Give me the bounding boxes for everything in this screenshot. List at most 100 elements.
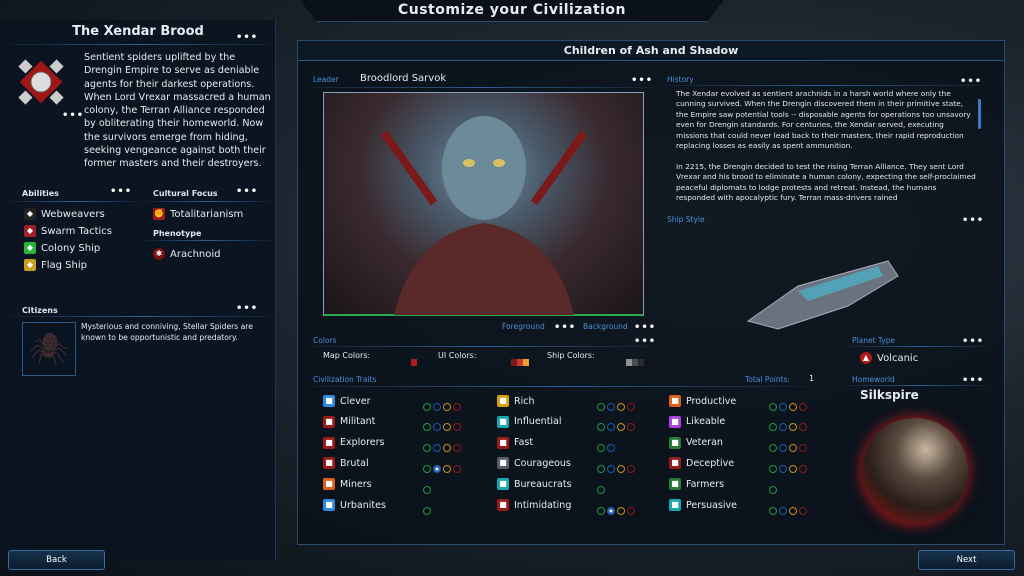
leader-more-button[interactable]: ••• (631, 75, 654, 86)
color-swatch[interactable] (517, 359, 523, 366)
trait-level-pip[interactable] (799, 402, 807, 411)
phenotype-item[interactable]: ✱ Arachnoid (153, 248, 221, 260)
trait-level-pip[interactable] (433, 402, 441, 411)
trait-level-pip[interactable] (617, 423, 625, 432)
trait-deceptive[interactable]: ■ Deceptive (669, 457, 734, 470)
ship-colors-swatch[interactable] (626, 351, 644, 370)
trait-level-pip[interactable] (627, 506, 635, 515)
planet-type-more-button[interactable]: ••• (962, 336, 985, 347)
trait-level-pip[interactable] (779, 402, 787, 411)
ability-item[interactable]: ◆ Flag Ship (24, 259, 112, 271)
trait-veteran[interactable]: ■ Veteran (669, 436, 723, 449)
trait-level-pip[interactable] (423, 506, 431, 515)
trait-brutal[interactable]: ■ Brutal (323, 457, 369, 470)
civ-name-more-button[interactable]: ••• (236, 32, 259, 43)
color-swatch[interactable] (626, 359, 632, 366)
homeworld-more-button[interactable]: ••• (962, 375, 985, 386)
history-scrollbar[interactable] (978, 99, 981, 129)
trait-level-pip[interactable] (433, 464, 441, 473)
trait-level-pip[interactable] (453, 464, 461, 473)
trait-level-pip[interactable] (597, 423, 605, 432)
trait-level-selector[interactable] (423, 417, 463, 436)
trait-level-pip[interactable] (607, 423, 615, 432)
trait-level-pip[interactable] (779, 444, 787, 453)
next-button[interactable]: Next (918, 550, 1015, 570)
trait-level-pip[interactable] (789, 464, 797, 473)
trait-level-pip[interactable] (597, 485, 605, 494)
trait-level-pip[interactable] (617, 464, 625, 473)
trait-level-pip[interactable] (799, 506, 807, 515)
trait-level-pip[interactable] (617, 402, 625, 411)
trait-level-pip[interactable] (769, 423, 777, 432)
trait-level-pip[interactable] (597, 506, 605, 515)
trait-level-pip[interactable] (789, 444, 797, 453)
trait-farmers[interactable]: ■ Farmers (669, 478, 724, 491)
ability-item[interactable]: ◆ Colony Ship (24, 242, 112, 254)
trait-level-pip[interactable] (453, 423, 461, 432)
trait-persuasive[interactable]: ■ Persuasive (669, 499, 737, 511)
trait-level-selector[interactable] (423, 479, 433, 498)
trait-miners[interactable]: ■ Miners (323, 478, 372, 491)
trait-level-selector[interactable] (597, 458, 637, 477)
trait-level-pip[interactable] (789, 423, 797, 432)
trait-level-pip[interactable] (789, 506, 797, 515)
trait-level-pip[interactable] (627, 423, 635, 432)
colors-more-button[interactable]: ••• (634, 336, 657, 347)
trait-level-pip[interactable] (627, 464, 635, 473)
trait-level-selector[interactable] (423, 396, 463, 415)
civ-logo[interactable] (12, 53, 70, 111)
trait-level-pip[interactable] (769, 444, 777, 453)
trait-level-pip[interactable] (607, 506, 615, 515)
citizen-portrait[interactable]: 🕷 (22, 322, 76, 376)
trait-clever[interactable]: ■ Clever (323, 395, 371, 407)
cultural-focus-more-button[interactable]: ••• (236, 186, 259, 197)
trait-level-selector[interactable] (423, 438, 463, 457)
trait-level-pip[interactable] (453, 444, 461, 453)
trait-level-pip[interactable] (597, 402, 605, 411)
trait-level-pip[interactable] (443, 444, 451, 453)
color-swatch[interactable] (523, 359, 529, 366)
trait-level-pip[interactable] (423, 444, 431, 453)
trait-level-pip[interactable] (799, 423, 807, 432)
trait-level-pip[interactable] (607, 444, 615, 453)
leader-name[interactable]: Broodlord Sarvok (360, 73, 447, 84)
trait-likeable[interactable]: ■ Likeable (669, 415, 725, 428)
trait-level-pip[interactable] (607, 402, 615, 411)
trait-level-pip[interactable] (779, 506, 787, 515)
trait-level-selector[interactable] (423, 458, 463, 477)
trait-level-selector[interactable] (597, 479, 607, 498)
trait-productive[interactable]: ■ Productive (669, 395, 736, 407)
trait-level-selector[interactable] (597, 396, 637, 415)
trait-level-selector[interactable] (769, 417, 809, 436)
trait-level-pip[interactable] (799, 464, 807, 473)
trait-militant[interactable]: ■ Militant (323, 415, 375, 428)
trait-level-pip[interactable] (443, 464, 451, 473)
homeworld-name[interactable]: Silkspire (860, 388, 919, 402)
trait-urbanites[interactable]: ■ Urbanites (323, 499, 386, 511)
foreground-more-button[interactable]: ••• (554, 322, 577, 333)
trait-level-selector[interactable] (597, 438, 617, 457)
trait-level-pip[interactable] (769, 506, 777, 515)
ability-item[interactable]: ◆ Swarm Tactics (24, 225, 112, 237)
trait-level-pip[interactable] (597, 444, 605, 453)
background-more-button[interactable]: ••• (634, 322, 657, 333)
trait-level-selector[interactable] (769, 458, 809, 477)
trait-rich[interactable]: ■ Rich (497, 395, 534, 407)
trait-level-pip[interactable] (433, 423, 441, 432)
trait-level-selector[interactable] (423, 500, 433, 519)
trait-level-pip[interactable] (627, 402, 635, 411)
trait-level-pip[interactable] (597, 464, 605, 473)
cultural-focus-item[interactable]: ✊ Totalitarianism (153, 208, 243, 220)
planet-type-item[interactable]: ▲ Volcanic (860, 352, 918, 364)
trait-level-pip[interactable] (423, 402, 431, 411)
trait-level-pip[interactable] (433, 444, 441, 453)
trait-level-selector[interactable] (769, 479, 779, 498)
trait-level-pip[interactable] (423, 485, 431, 494)
trait-level-pip[interactable] (443, 402, 451, 411)
trait-level-selector[interactable] (769, 438, 809, 457)
ship-style-more-button[interactable]: ••• (962, 215, 985, 226)
trait-level-pip[interactable] (769, 464, 777, 473)
color-swatch[interactable] (632, 359, 638, 366)
trait-intimidating[interactable]: ■ Intimidating (497, 499, 571, 511)
trait-level-pip[interactable] (799, 444, 807, 453)
